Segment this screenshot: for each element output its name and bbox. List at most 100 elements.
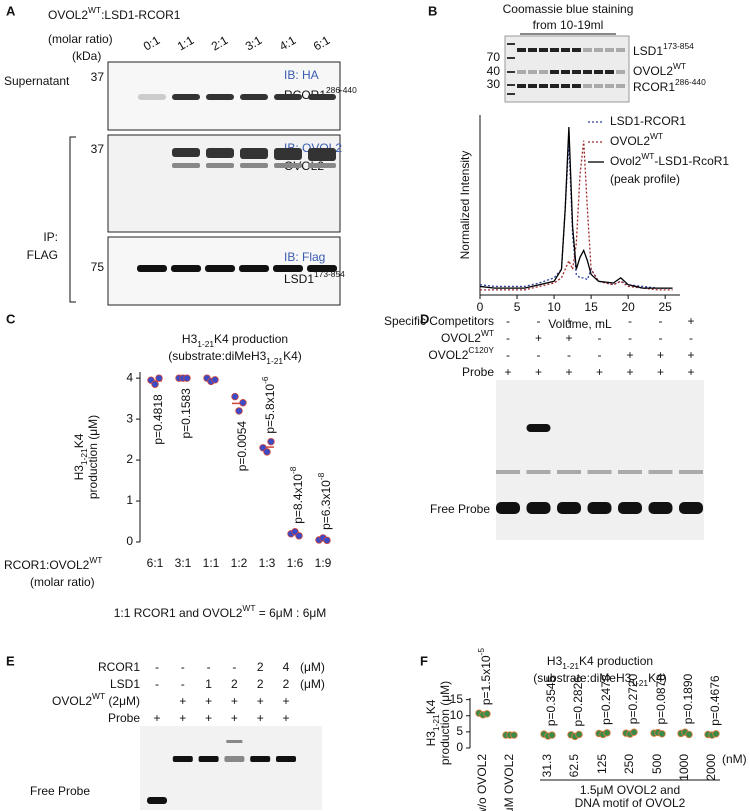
y-axis-label-part: K4: [72, 433, 86, 448]
lane-label: 6:1: [311, 33, 333, 54]
condition-mark: 2: [231, 677, 238, 691]
p-value: p=0.2826: [571, 676, 585, 727]
panel-label: C: [6, 311, 16, 326]
band: [616, 84, 625, 88]
y-tick-label: 10: [450, 708, 464, 722]
x-axis-label: (molar ratio): [30, 575, 95, 589]
y-axis-label: Normalized Intensity: [458, 151, 472, 260]
y-axis-label: H31-21K4: [424, 699, 441, 746]
condition-mark: -: [659, 314, 663, 328]
condition-label-part: LSD1: [110, 677, 140, 691]
p-value: p=0.4818: [151, 394, 165, 445]
condition-label-part: Probe: [108, 711, 140, 725]
line: [479, 140, 673, 289]
legend-note: (peak profile): [610, 172, 680, 186]
y-tick-label: 5: [456, 724, 463, 738]
condition-label-part: Specific Competitors: [384, 314, 494, 328]
band: [616, 70, 625, 74]
x-tick-label: 1:3: [259, 556, 276, 570]
gel-label-part: LSD1: [633, 44, 663, 58]
protein-label-part: 286-440: [326, 85, 357, 95]
dot: [239, 399, 247, 407]
p-value-part: p=0.2826: [571, 676, 585, 727]
condition-mark: 1: [205, 677, 212, 691]
condition-mark: +: [687, 348, 694, 362]
ladder-band: [507, 93, 515, 95]
ladder-band: [507, 57, 515, 59]
protein-label-part: LSD1: [284, 272, 314, 286]
y-axis-label: production (μM): [438, 681, 452, 765]
band: [561, 84, 570, 88]
band: [273, 265, 303, 272]
condition-mark: -: [155, 677, 159, 691]
p-value: p=0.1890: [681, 673, 695, 724]
x-tick-label: 5: [514, 300, 521, 314]
dot: [575, 730, 583, 739]
band: [496, 502, 520, 514]
p-value-part: -8: [316, 472, 326, 480]
chart-title: H31-21K4 production: [182, 332, 288, 349]
p-value: p=8.4x10-8: [288, 466, 305, 524]
band: [172, 163, 200, 168]
condition-mark: +: [179, 694, 186, 708]
panel-label: D: [420, 311, 429, 326]
legend-label-part: WT: [650, 131, 663, 141]
x-tick-label: 1000: [677, 754, 691, 781]
condition-mark: +: [179, 711, 186, 725]
y-tick-label: 15: [450, 692, 464, 706]
condition-mark: +: [205, 711, 212, 725]
condition-mark: +: [282, 694, 289, 708]
chart-title-part: K4 production: [214, 332, 288, 346]
dot: [548, 731, 556, 739]
gel-label-part: RCOR1: [633, 80, 675, 94]
band: [147, 797, 167, 804]
condition-mark: -: [181, 660, 185, 674]
condition-mark: -: [181, 677, 185, 691]
band: [557, 502, 581, 514]
band: [648, 470, 673, 474]
p-value: p=0.1583: [179, 388, 193, 439]
protein-label: LSD1173-854: [284, 269, 345, 286]
band: [517, 70, 526, 74]
x-tick-label: 250: [622, 754, 636, 774]
p-value: p=1.5x10-5: [476, 648, 493, 706]
ib-label: IB: HA: [284, 68, 319, 82]
p-value-part: p=0.1583: [179, 388, 193, 439]
y-tick-label: 0: [126, 534, 133, 548]
chart-title-part: H3: [182, 332, 198, 346]
x-axis-label: RCOR1:OVOL2WT: [4, 555, 102, 572]
kda-marker: 70: [487, 50, 501, 64]
condition-label: OVOL2WT: [441, 328, 494, 345]
dot: [151, 380, 159, 388]
band: [137, 265, 167, 272]
condition-mark: 2: [257, 677, 264, 691]
p-value-part: p=8.4x10: [291, 474, 305, 524]
condition-mark: +: [565, 365, 572, 379]
kda-label: (kDa): [72, 49, 101, 63]
gel-label-part: OVOL2: [633, 64, 673, 78]
y-tick-label: 4: [126, 370, 133, 384]
condition-label: RCOR1: [98, 660, 140, 674]
condition-mark: +: [257, 694, 264, 708]
band: [206, 148, 234, 158]
gel-title: Coomassie blue staining: [503, 2, 634, 16]
condition-mark: -: [598, 314, 602, 328]
band: [572, 84, 581, 88]
condition-label-part: OVOL2: [441, 331, 481, 345]
condition-mark: +: [657, 365, 664, 379]
gel-label-part: 286-440: [675, 77, 706, 87]
band: [679, 470, 703, 474]
dot: [510, 731, 518, 739]
x-axis-label-part: WT: [89, 555, 102, 565]
legend-label: Ovol2WT-LSD1-RcoR1: [610, 151, 729, 168]
gel-label-part: WT: [673, 61, 686, 71]
group-label: DNA motif of OVOL2: [575, 796, 686, 810]
band: [526, 470, 551, 474]
ladder-band: [507, 84, 515, 86]
ip-label: FLAG: [27, 248, 58, 262]
p-value-part: p=0.4676: [708, 675, 722, 726]
y-axis-label-part: 1-21: [431, 714, 441, 731]
legend-label-part: Ovol2: [610, 154, 642, 168]
header-part: :LSD1-RCOR1: [101, 8, 181, 22]
